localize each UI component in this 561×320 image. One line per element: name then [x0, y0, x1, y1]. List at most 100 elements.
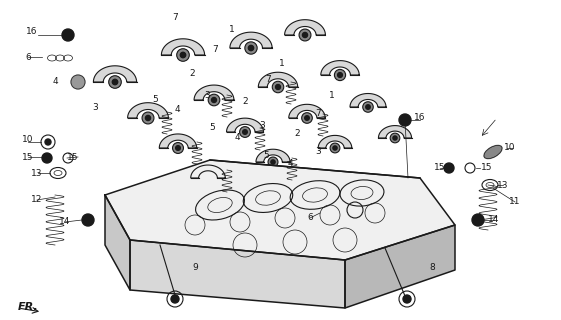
Polygon shape	[105, 160, 455, 260]
Circle shape	[177, 49, 189, 61]
Text: FR.: FR.	[18, 302, 39, 312]
Text: 3: 3	[259, 122, 265, 131]
Text: 1: 1	[229, 26, 235, 35]
Polygon shape	[289, 104, 325, 118]
Text: 1: 1	[329, 92, 335, 100]
Circle shape	[180, 52, 186, 58]
Circle shape	[299, 29, 311, 41]
Circle shape	[112, 79, 118, 85]
Circle shape	[203, 173, 213, 183]
Text: 7: 7	[212, 45, 218, 54]
Polygon shape	[127, 103, 168, 118]
Circle shape	[305, 116, 309, 120]
Text: 9: 9	[192, 263, 198, 273]
Text: 15: 15	[481, 164, 493, 172]
Circle shape	[71, 75, 85, 89]
Circle shape	[268, 157, 278, 167]
Circle shape	[363, 102, 373, 112]
Polygon shape	[256, 149, 290, 162]
Polygon shape	[230, 32, 272, 48]
Text: 16: 16	[414, 114, 426, 123]
Polygon shape	[105, 195, 130, 290]
Text: 7: 7	[315, 108, 321, 117]
Text: 7: 7	[265, 76, 271, 84]
Polygon shape	[93, 66, 136, 82]
Polygon shape	[379, 125, 412, 138]
Circle shape	[176, 146, 180, 150]
Circle shape	[211, 98, 217, 102]
Circle shape	[333, 146, 337, 150]
Text: 15: 15	[22, 153, 34, 162]
Circle shape	[82, 214, 94, 226]
Circle shape	[142, 112, 154, 124]
Circle shape	[45, 139, 51, 145]
Circle shape	[206, 176, 210, 180]
Circle shape	[366, 105, 370, 109]
Text: 15: 15	[434, 164, 446, 172]
Circle shape	[245, 42, 257, 54]
Text: 2: 2	[189, 68, 195, 77]
Circle shape	[399, 114, 411, 126]
Circle shape	[109, 76, 121, 88]
Polygon shape	[227, 118, 264, 132]
Text: 12: 12	[31, 196, 43, 204]
Text: 6: 6	[25, 52, 31, 61]
Text: 13: 13	[497, 180, 509, 189]
Polygon shape	[162, 39, 205, 55]
Circle shape	[302, 113, 312, 123]
Circle shape	[240, 127, 250, 137]
Text: 2: 2	[242, 98, 248, 107]
Circle shape	[243, 130, 247, 134]
Circle shape	[393, 136, 397, 140]
Circle shape	[62, 29, 74, 41]
Circle shape	[338, 73, 342, 77]
Text: 4: 4	[174, 106, 180, 115]
Circle shape	[403, 295, 411, 303]
Text: 7: 7	[172, 13, 178, 22]
Text: 13: 13	[31, 169, 43, 178]
Polygon shape	[258, 72, 298, 87]
Text: 16: 16	[26, 28, 38, 36]
Circle shape	[330, 143, 340, 153]
Circle shape	[444, 163, 454, 173]
Text: 11: 11	[509, 197, 521, 206]
Circle shape	[302, 32, 307, 37]
Circle shape	[249, 45, 254, 51]
Circle shape	[272, 81, 284, 93]
Text: 2: 2	[294, 129, 300, 138]
Circle shape	[171, 295, 179, 303]
Text: 5: 5	[263, 151, 269, 161]
Text: 1: 1	[279, 59, 285, 68]
Text: 8: 8	[429, 263, 435, 273]
Text: 10: 10	[22, 135, 34, 145]
Circle shape	[145, 116, 150, 121]
Ellipse shape	[484, 145, 502, 159]
Text: 15: 15	[67, 153, 79, 162]
Circle shape	[472, 214, 484, 226]
Polygon shape	[191, 165, 226, 178]
Polygon shape	[318, 135, 352, 148]
Text: 5: 5	[209, 124, 215, 132]
Circle shape	[42, 153, 52, 163]
Text: 5: 5	[152, 95, 158, 105]
Text: 14: 14	[59, 218, 71, 227]
Polygon shape	[159, 134, 197, 148]
Text: 6: 6	[307, 213, 313, 222]
Polygon shape	[321, 60, 359, 75]
Circle shape	[390, 133, 400, 143]
Text: 14: 14	[488, 215, 500, 225]
Text: 10: 10	[504, 143, 516, 153]
Circle shape	[334, 69, 346, 81]
Circle shape	[275, 84, 280, 90]
Circle shape	[208, 94, 220, 106]
Text: 3: 3	[204, 92, 210, 100]
Polygon shape	[130, 240, 345, 308]
Text: 4: 4	[234, 133, 240, 142]
Circle shape	[271, 160, 275, 164]
Text: 4: 4	[287, 158, 293, 167]
Text: 4: 4	[52, 77, 58, 86]
Circle shape	[173, 142, 183, 154]
Polygon shape	[194, 85, 234, 100]
Polygon shape	[350, 93, 386, 107]
Polygon shape	[345, 225, 455, 308]
